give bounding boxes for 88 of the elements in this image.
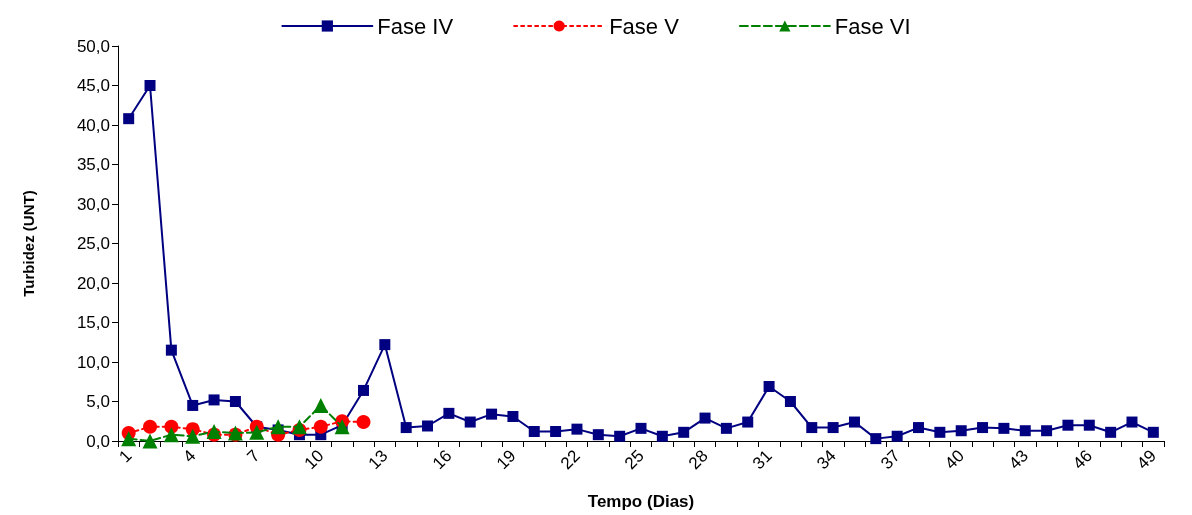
point [742, 416, 754, 428]
x-tick-label: 25 [620, 446, 648, 474]
point [486, 408, 498, 420]
x-tick-label: 22 [556, 446, 584, 474]
x-tick-label: 10 [300, 446, 328, 474]
point [142, 433, 158, 449]
point [123, 113, 135, 125]
y-tick-label: 35,0 [76, 155, 110, 174]
y-tick-label: 15,0 [76, 313, 110, 332]
point [614, 430, 626, 442]
point [977, 422, 989, 434]
point [806, 422, 818, 434]
point [334, 419, 350, 435]
x-tick-label: 28 [684, 446, 712, 474]
point [1019, 425, 1031, 437]
y-axis-title: Turbidez (UNT) [20, 190, 37, 297]
point [870, 433, 882, 445]
x-tick-label: 37 [877, 446, 904, 474]
point [784, 396, 796, 407]
point [422, 420, 434, 432]
point [848, 416, 860, 428]
point [1083, 419, 1095, 431]
y-tick-label: 5,0 [86, 392, 110, 411]
y-tick-label: 0,0 [86, 431, 110, 451]
x-tick-label: 16 [428, 446, 456, 474]
x-tick-label: 46 [1069, 446, 1096, 474]
point [827, 422, 839, 434]
point [763, 380, 775, 392]
point [1126, 416, 1138, 428]
point [550, 426, 562, 438]
y-tick-label: 40,0 [76, 115, 110, 135]
point [464, 416, 476, 428]
point [208, 394, 220, 406]
x-tick-label: 19 [492, 446, 520, 474]
point [249, 424, 265, 440]
point [379, 339, 391, 351]
point [592, 429, 604, 441]
legend-label: Fase VI [834, 13, 911, 39]
point [443, 407, 455, 419]
x-tick-label: 1 [115, 446, 136, 467]
point [121, 431, 137, 447]
point [507, 411, 519, 423]
x-axis-title: Tempo (Dias) [587, 492, 695, 511]
point [1105, 426, 1117, 438]
point [400, 422, 412, 434]
point [229, 396, 241, 407]
point [913, 422, 925, 434]
point [656, 430, 668, 442]
point [998, 422, 1010, 434]
x-tick-label: 34 [813, 446, 840, 474]
y-tick-label: 50,0 [76, 36, 110, 56]
point [357, 384, 369, 396]
point [635, 422, 647, 434]
x-tick-label: 49 [1133, 446, 1161, 474]
point [187, 399, 199, 411]
legend-label: Fase V [609, 13, 680, 39]
point [891, 430, 903, 442]
y-tick-label: 45,0 [76, 76, 110, 95]
legend-label: Fase IV [377, 13, 454, 39]
point [356, 415, 371, 430]
point [144, 80, 156, 91]
point [313, 397, 329, 413]
y-tick-label: 10,0 [76, 352, 110, 372]
point [571, 423, 583, 435]
x-tick-label: 4 [179, 446, 200, 467]
point [1062, 419, 1074, 431]
y-tick-label: 30,0 [76, 194, 110, 214]
point [185, 428, 201, 444]
y-tick-label: 25,0 [76, 234, 110, 253]
x-tick-label: 7 [243, 446, 264, 467]
point [720, 422, 732, 434]
x-tick-label: 40 [941, 446, 968, 474]
point [528, 426, 540, 438]
x-tick-label: 13 [364, 446, 392, 474]
point [699, 412, 711, 424]
y-tick-label: 20,0 [76, 273, 110, 293]
x-tick-label: 31 [749, 446, 776, 474]
point [1041, 425, 1053, 437]
point [678, 426, 690, 438]
point [270, 419, 286, 435]
point [143, 419, 158, 434]
point [934, 426, 946, 438]
point [313, 419, 328, 434]
point [955, 425, 967, 437]
point [1147, 426, 1159, 438]
x-tick-label: 43 [1005, 446, 1032, 474]
point [165, 344, 177, 356]
point [163, 427, 179, 443]
